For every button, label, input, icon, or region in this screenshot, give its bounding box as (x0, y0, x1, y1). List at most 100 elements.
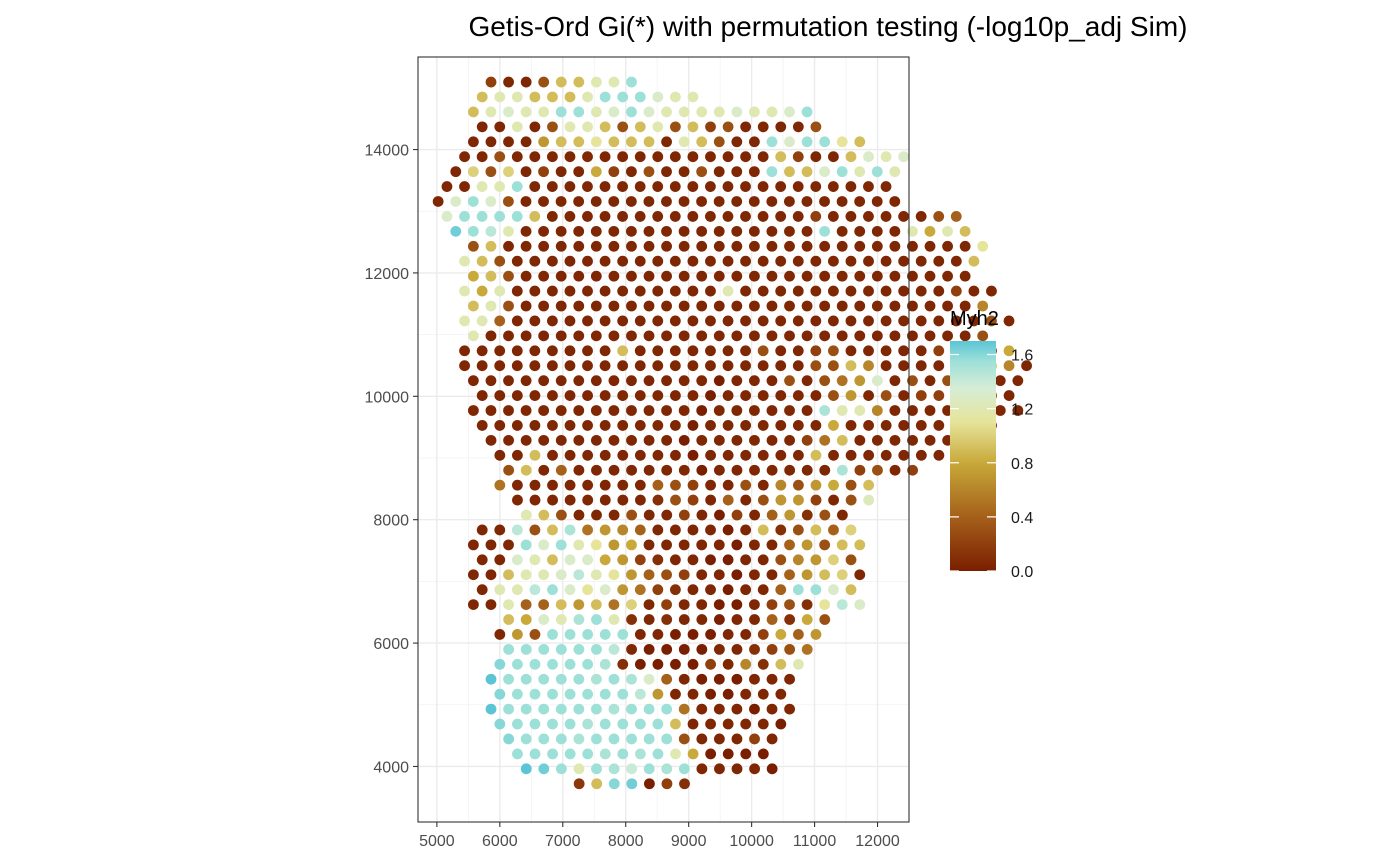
spot-point (757, 524, 769, 536)
spot-point (828, 524, 839, 536)
spot-point (722, 554, 734, 566)
spot-point (757, 479, 769, 491)
spot-point (590, 106, 602, 118)
spot-point (713, 673, 725, 685)
spot-point (608, 599, 620, 610)
spot-point (661, 778, 673, 790)
spot-point (485, 136, 497, 148)
spot-point (678, 405, 690, 416)
spot-point (643, 196, 655, 207)
spot-point (863, 285, 874, 297)
spot-point (871, 405, 883, 416)
spot-point (933, 315, 945, 327)
spot-point (564, 494, 576, 506)
spot-point (986, 285, 997, 297)
spot-point (731, 330, 743, 342)
spot-point (582, 718, 594, 730)
spot-point (705, 748, 717, 760)
spot-point (678, 330, 690, 342)
spot-point (678, 539, 690, 551)
spot-point (749, 405, 760, 416)
spot-point (670, 420, 681, 431)
spot-point (626, 300, 637, 312)
legend-tick-label: 0.4 (1011, 510, 1033, 527)
spot-point (819, 539, 831, 551)
spot-point (467, 330, 479, 342)
spot-point (661, 196, 672, 207)
spot-point (573, 643, 585, 655)
spot-point (775, 345, 787, 357)
spot-point (784, 405, 795, 416)
spot-point (555, 733, 567, 745)
spot-point (511, 315, 523, 327)
spot-point (731, 509, 743, 521)
x-tick-label: 8000 (608, 833, 644, 850)
spot-point (511, 360, 523, 372)
spot-point (467, 136, 479, 148)
spot-point (950, 315, 962, 327)
spot-point (740, 629, 752, 640)
spot-point (713, 330, 725, 342)
spot-point (696, 464, 708, 476)
spot-point (582, 554, 593, 566)
spot-point (529, 494, 541, 506)
spot-point (661, 405, 672, 416)
spot-point (555, 375, 567, 387)
spot-point (555, 330, 567, 342)
spot-point (775, 390, 787, 401)
spot-point (626, 763, 638, 775)
spot-point (784, 225, 795, 237)
spot-point (766, 733, 778, 745)
spot-point (766, 166, 778, 178)
spot-point (678, 643, 690, 655)
spot-point (722, 584, 734, 596)
spot-point (450, 196, 462, 207)
spot-point (687, 494, 699, 506)
spot-point (863, 315, 874, 327)
spot-point (740, 211, 751, 222)
spot-point (520, 569, 532, 581)
spot-point (810, 494, 822, 506)
spot-point (959, 330, 971, 342)
spot-point (731, 569, 743, 581)
spot-point (766, 300, 778, 312)
spot-point (819, 300, 831, 312)
spot-point (828, 554, 839, 566)
spot-point (459, 315, 470, 327)
spot-point (626, 778, 638, 790)
spot-point (836, 330, 848, 342)
spot-point (555, 539, 567, 551)
spot-point (529, 151, 541, 163)
spot-point (775, 629, 787, 640)
spot-point (643, 434, 655, 446)
spot-point (555, 225, 567, 237)
spot-point (942, 270, 953, 282)
spot-point (757, 584, 769, 596)
spot-point (652, 494, 664, 506)
spot-point (617, 211, 628, 222)
spot-point (467, 539, 479, 551)
spot-point (696, 405, 708, 416)
spot-point (485, 539, 497, 551)
spot-point (871, 166, 883, 178)
spot-point (591, 614, 602, 625)
spot-point (766, 330, 778, 342)
spot-point (696, 196, 707, 207)
spot-point (626, 569, 637, 581)
spot-point (494, 360, 506, 372)
spot-point (775, 658, 787, 670)
spot-point (643, 539, 655, 551)
spot-point (845, 151, 857, 163)
spot-point (582, 748, 594, 760)
spot-point (617, 360, 629, 372)
spot-point (749, 703, 760, 715)
spot-point (714, 643, 725, 655)
spot-point (467, 166, 479, 178)
spot-point (757, 360, 769, 372)
spot-point (705, 285, 716, 297)
spot-point (731, 464, 743, 476)
spot-point (801, 643, 813, 655)
spot-point (775, 524, 787, 536)
spot-point (503, 434, 514, 446)
spot-point (810, 345, 822, 357)
